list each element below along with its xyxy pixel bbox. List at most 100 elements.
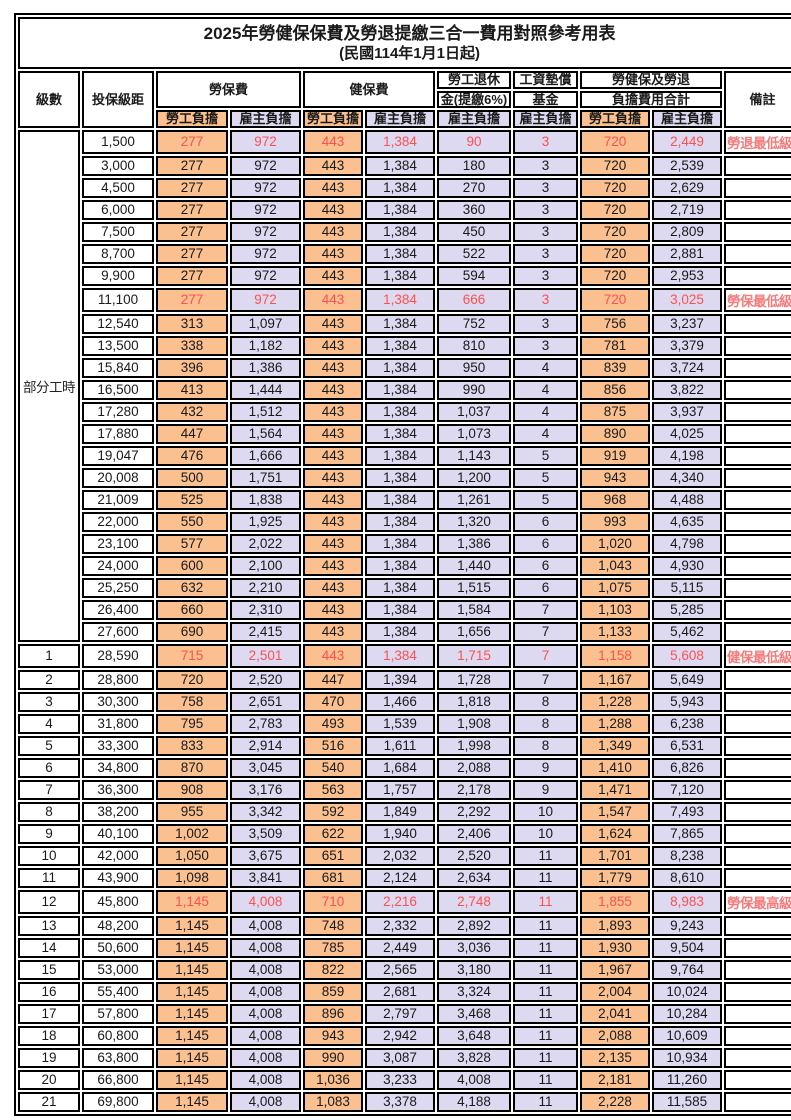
cell-labor-employee: 476 (156, 445, 228, 466)
cell-pension: 2,634 (437, 867, 511, 888)
cell-labor-employee: 660 (156, 599, 228, 620)
cell-labor-employee: 1,002 (156, 823, 228, 844)
cell-health-employer: 1,384 (365, 379, 435, 400)
cell-note (724, 199, 791, 220)
cell-total-employer: 9,504 (652, 937, 722, 958)
cell-bracket: 40,100 (82, 823, 154, 844)
cell-pension: 1,200 (437, 467, 511, 488)
header-total-employee-share: 勞工負擔 (580, 110, 650, 128)
cell-total-employee: 1,410 (580, 757, 650, 778)
cell-wage-fund: 5 (513, 467, 578, 488)
cell-health-employer: 2,124 (365, 867, 435, 888)
table-row: 19 63,800 1,145 4,008 990 3,087 3,828 11 2,135 10… (18, 1047, 791, 1068)
cell-bracket: 24,000 (82, 555, 154, 576)
cell-wage-fund: 10 (513, 801, 578, 822)
cell-health-employer: 3,378 (365, 1091, 435, 1112)
cell-note (724, 221, 791, 242)
cell-pension: 1,908 (437, 713, 511, 734)
cell-labor-employee: 277 (156, 199, 228, 220)
cell-total-employer: 3,025 (652, 287, 722, 312)
cell-labor-employer: 1,666 (230, 445, 301, 466)
cell-pension: 1,818 (437, 691, 511, 712)
cell-pension: 1,073 (437, 423, 511, 444)
cell-level: 18 (18, 1025, 80, 1046)
cell-labor-employer: 2,310 (230, 599, 301, 620)
cell-health-employer: 2,032 (365, 845, 435, 866)
cell-labor-employee: 600 (156, 555, 228, 576)
cell-bracket: 6,000 (82, 199, 154, 220)
cell-labor-employee: 277 (156, 287, 228, 312)
cell-labor-employer: 1,182 (230, 335, 301, 356)
cell-total-employer: 8,983 (652, 889, 722, 914)
cell-bracket: 9,900 (82, 265, 154, 286)
cell-pension: 2,406 (437, 823, 511, 844)
cell-labor-employer: 972 (230, 221, 301, 242)
table-row: 8 38,200 955 3,342 592 1,849 2,292 10 1,547 7,493 (18, 801, 791, 822)
cell-wage-fund: 11 (513, 981, 578, 1002)
cell-total-employer: 7,493 (652, 801, 722, 822)
table-row: 6,000 277 972 443 1,384 360 3 720 2,719 (18, 199, 791, 220)
cell-labor-employer: 972 (230, 265, 301, 286)
cell-pension: 4,188 (437, 1091, 511, 1112)
cell-pension: 270 (437, 177, 511, 198)
cell-note (724, 379, 791, 400)
cell-note (724, 1047, 791, 1068)
table-row: 23,100 577 2,022 443 1,384 1,386 6 1,020 4,798 (18, 533, 791, 554)
cell-health-employee: 443 (303, 577, 363, 598)
cell-labor-employee: 870 (156, 757, 228, 778)
cell-pension: 3,324 (437, 981, 511, 1002)
cell-note (724, 555, 791, 576)
table-title: 2025年勞健保保費及勞退提繳三合一費用對照參考用表 (民國114年1月1日起) (18, 17, 791, 69)
cell-total-employer: 2,719 (652, 199, 722, 220)
cell-pension: 990 (437, 379, 511, 400)
cell-note (724, 335, 791, 356)
cell-labor-employer: 972 (230, 199, 301, 220)
cell-labor-employee: 277 (156, 243, 228, 264)
cell-level: 5 (18, 735, 80, 756)
cell-health-employee: 443 (303, 177, 363, 198)
cell-note (724, 981, 791, 1002)
cell-health-employee: 651 (303, 845, 363, 866)
cell-health-employee: 516 (303, 735, 363, 756)
cell-health-employer: 1,384 (365, 155, 435, 176)
cell-total-employee: 856 (580, 379, 650, 400)
cell-total-employer: 5,462 (652, 621, 722, 642)
cell-labor-employee: 277 (156, 265, 228, 286)
cell-bracket: 50,600 (82, 937, 154, 958)
cell-wage-fund: 11 (513, 1003, 578, 1024)
cell-wage-fund: 4 (513, 379, 578, 400)
cell-pension: 950 (437, 357, 511, 378)
cell-total-employer: 3,379 (652, 335, 722, 356)
cell-health-employee: 443 (303, 129, 363, 154)
header-labor-employer-share: 雇主負擔 (230, 110, 301, 128)
cell-labor-employer: 1,444 (230, 379, 301, 400)
cell-labor-employee: 1,145 (156, 937, 228, 958)
cell-total-employer: 2,449 (652, 129, 722, 154)
table-row: 12,540 313 1,097 443 1,384 752 3 756 3,237 (18, 313, 791, 334)
cell-total-employee: 1,930 (580, 937, 650, 958)
cell-note (724, 401, 791, 422)
cell-bracket: 34,800 (82, 757, 154, 778)
cell-health-employer: 1,384 (365, 177, 435, 198)
table-row: 15 53,000 1,145 4,008 822 2,565 3,180 11 1,967 9,… (18, 959, 791, 980)
cell-total-employer: 2,881 (652, 243, 722, 264)
cell-health-employee: 443 (303, 287, 363, 312)
cell-note: 健保最低級距 (724, 643, 791, 668)
cell-bracket: 26,400 (82, 599, 154, 620)
cell-health-employee: 990 (303, 1047, 363, 1068)
cell-health-employer: 1,384 (365, 423, 435, 444)
cell-labor-employer: 1,564 (230, 423, 301, 444)
cell-total-employee: 1,020 (580, 533, 650, 554)
cell-health-employee: 1,083 (303, 1091, 363, 1112)
cell-labor-employee: 396 (156, 357, 228, 378)
header-labor-employee-share: 勞工負擔 (156, 110, 228, 128)
cell-note (724, 757, 791, 778)
cell-wage-fund: 6 (513, 511, 578, 532)
cell-total-employer: 11,585 (652, 1091, 722, 1112)
cell-total-employer: 11,260 (652, 1069, 722, 1090)
cell-note (724, 1091, 791, 1112)
cell-health-employer: 1,684 (365, 757, 435, 778)
cell-level: 19 (18, 1047, 80, 1068)
cell-total-employee: 1,075 (580, 577, 650, 598)
cell-wage-fund: 10 (513, 823, 578, 844)
